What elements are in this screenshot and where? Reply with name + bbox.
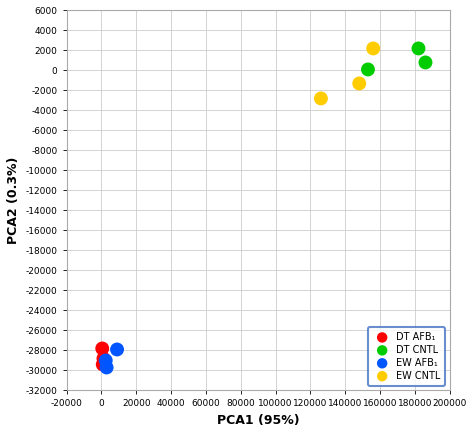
EW AFB₁ xyxy=(102,357,109,364)
EW AFB₁ xyxy=(113,346,121,353)
EW CNTL xyxy=(369,45,377,52)
Legend: DT AFB₁, DT CNTL, EW AFB₁, EW CNTL: DT AFB₁, DT CNTL, EW AFB₁, EW CNTL xyxy=(367,327,445,386)
EW CNTL xyxy=(317,95,325,102)
DT CNTL xyxy=(364,66,372,73)
Y-axis label: PCA2 (0.3%): PCA2 (0.3%) xyxy=(7,157,20,244)
X-axis label: PCA1 (95%): PCA1 (95%) xyxy=(217,414,300,427)
DT AFB₁ xyxy=(99,361,107,368)
DT CNTL xyxy=(422,59,429,66)
DT AFB₁ xyxy=(99,345,106,352)
EW CNTL xyxy=(356,80,363,87)
DT CNTL xyxy=(415,45,422,52)
EW AFB₁ xyxy=(103,364,110,371)
DT AFB₁ xyxy=(100,355,107,362)
